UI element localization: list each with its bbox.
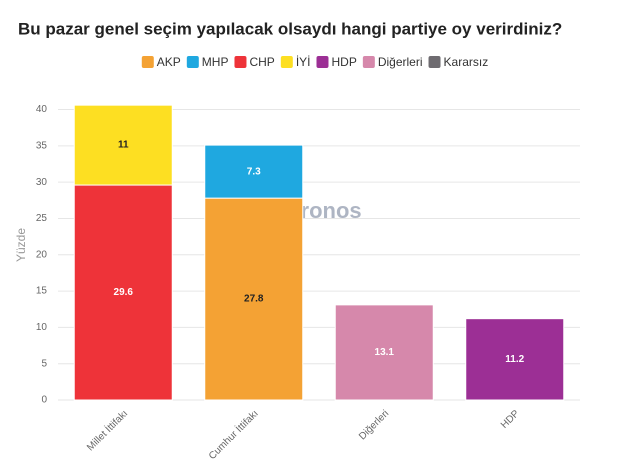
bar-segment [204,144,304,199]
chart-title: Bu pazar genel seçim yapılacak olsaydı h… [18,19,562,38]
data-label: 27.8 [244,294,264,305]
legend: AKP MHP CHP İYİ HDP Diğerleri Kararsız [141,55,489,69]
y-tick-label: 5 [41,358,47,369]
data-label: 11 [118,140,129,151]
x-tick-label: Cumhur İttifakı [206,407,261,461]
legend-swatch [280,56,293,68]
legend-label: MHP [202,55,229,69]
x-tick-label: HDP [499,408,522,431]
legend-label: HDP [331,55,356,69]
legend-label: AKP [157,55,181,69]
legend-swatch [362,56,375,68]
bar-segment [465,318,565,401]
y-tick-label: 30 [36,177,48,188]
legend-label: Diğerleri [378,55,423,69]
y-tick-label: 40 [36,104,48,115]
x-tick-label: Millet İttifakı [84,407,131,454]
y-tick-label: 10 [36,322,48,333]
legend-swatch [186,56,199,68]
y-tick-label: 20 [36,249,48,260]
y-axis-label: Yüzde [14,228,28,262]
x-tick-label: Diğerleri [357,408,391,442]
legend-label: İYİ [296,55,311,69]
legend-swatch [428,56,441,68]
bar-segment [73,104,173,186]
legend-label: Kararsız [444,55,489,69]
y-tick-label: 25 [36,213,48,224]
legend-swatch [141,56,154,68]
legend-swatch [234,56,247,68]
bar-segment [334,304,434,401]
legend-label: CHP [249,55,274,69]
y-tick-label: 0 [41,395,47,406]
y-tick-label: 35 [36,140,48,151]
y-tick-label: 15 [36,286,48,297]
data-label: 13.1 [375,347,395,358]
data-label: 7.3 [247,166,261,177]
bar-segment [73,184,173,401]
legend-swatch [316,56,329,68]
data-label: 29.6 [114,287,134,298]
data-label: 11.2 [505,354,524,365]
